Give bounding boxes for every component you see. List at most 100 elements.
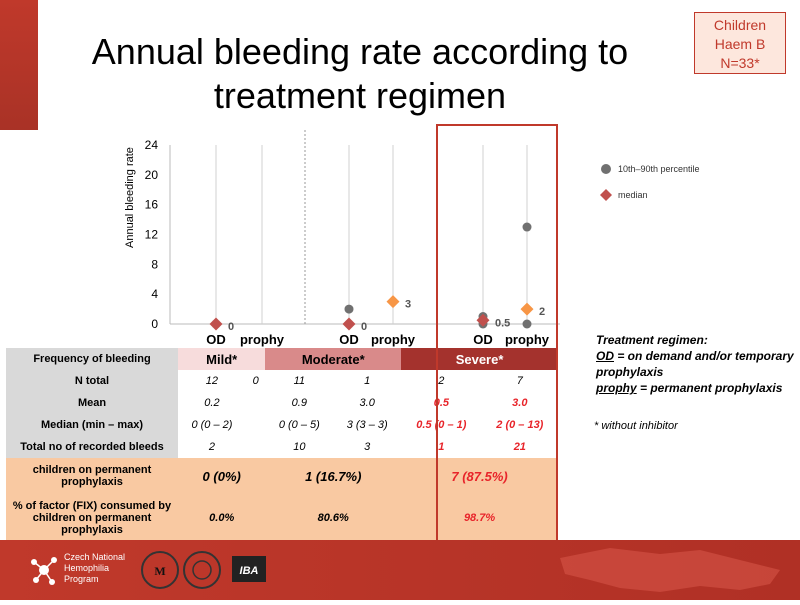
treatment-legend: Treatment regimen: OD = on demand and/or… (596, 332, 796, 396)
percentile-point (522, 222, 532, 232)
footnote: * without inhibitor (594, 420, 678, 432)
table-row: Mean 0.2 0.9 3.0 0.5 3.0 (6, 392, 558, 414)
university-seal-icon: M (141, 551, 179, 589)
slide-title: Annual bleeding rate according to treatm… (91, 31, 629, 116)
x-tick-label: prophy (240, 332, 285, 347)
cell (246, 436, 266, 458)
prophy-definition: = permanent prophylaxis (636, 381, 783, 395)
treatment-prophy: prophy = permanent prophylaxis (596, 380, 796, 396)
left-accent-bar (0, 0, 38, 130)
cell: 3 (364, 441, 371, 453)
cell: 0.5 (433, 397, 450, 409)
prophy-term: prophy (596, 381, 637, 395)
treatment-heading: Treatment regimen: (596, 333, 708, 347)
org-line-1: Czech National (64, 552, 126, 562)
iba-logo-icon: IBA (232, 556, 266, 582)
median-data-label: 0.5 (495, 317, 510, 329)
table-header-row: Frequency of bleeding Mild* Moderate* Se… (6, 348, 558, 370)
header-label: Frequency of bleeding (6, 348, 178, 370)
cell: 10 (293, 441, 306, 453)
group-severe: Severe* (401, 348, 558, 370)
org-line-3: Program (64, 574, 99, 584)
y-axis-label: Annual bleeding rate (124, 147, 136, 248)
x-tick-label: OD (206, 332, 226, 347)
cell: 1 (364, 375, 371, 387)
y-tick-label: 16 (145, 198, 159, 212)
median-point (476, 313, 490, 327)
org-line-2: Hemophilia (64, 563, 110, 573)
cell: 12 (205, 375, 219, 387)
cell: 1 (16.7%) (265, 458, 402, 494)
x-tick-label: OD (339, 332, 359, 347)
median-data-label: 2 (539, 306, 545, 318)
cell: 98.7% (401, 494, 558, 542)
cell (246, 392, 266, 414)
x-tick-label: prophy (371, 332, 416, 347)
y-tick-label: 24 (145, 138, 159, 152)
cell: 2 (208, 441, 215, 453)
footer-bar: M IBA (0, 540, 800, 600)
cell: 7 (516, 375, 523, 387)
table-row: Median (min – max) 0 (0 – 2) 0 (0 – 5) 3… (6, 414, 558, 436)
network-logo-icon (31, 557, 57, 585)
y-tick-label: 20 (145, 168, 159, 182)
od-term: OD (596, 349, 614, 363)
x-tick-label: prophy (505, 332, 550, 347)
cell: 21 (513, 441, 526, 453)
cell: 2 (438, 375, 445, 387)
cell: 1 (438, 441, 445, 453)
table-row: Total no of recorded bleeds 2 10 3 1 21 (6, 436, 558, 458)
hospital-seal-icon (183, 551, 221, 589)
row-label: Mean (6, 392, 178, 414)
y-tick-label: 4 (151, 287, 158, 301)
cell: 0 (252, 375, 259, 387)
median-point (386, 295, 400, 309)
cell: 0.0% (178, 494, 266, 542)
percentile-point (522, 319, 532, 329)
cell: 7 (87.5%) (401, 458, 558, 494)
row-label: N total (6, 370, 178, 392)
cell: 3.0 (512, 397, 528, 409)
y-tick-label: 12 (145, 228, 159, 242)
median-data-label: 3 (405, 299, 411, 311)
cell: 0.5 (0 – 1) (416, 419, 467, 431)
cell: 11 (293, 375, 306, 387)
legend-median-label: median (618, 190, 648, 200)
y-tick-label: 8 (151, 257, 158, 271)
svg-text:M: M (154, 564, 165, 578)
median-data-label: 0 (361, 321, 367, 333)
cell: 80.6% (265, 494, 402, 542)
median-data-label: 0 (228, 321, 234, 333)
row-label: % of factor (FIX) consumed by children o… (6, 494, 178, 542)
grey-circle-icon (601, 164, 611, 174)
cell: 0 (0 – 5) (278, 419, 320, 431)
table-row-factor: % of factor (FIX) consumed by children o… (6, 494, 558, 542)
cell: 0 (0 – 2) (191, 419, 233, 431)
x-tick-label: OD (473, 332, 493, 347)
cell: 0 (0%) (178, 458, 266, 494)
badge-line-1: Children (713, 17, 767, 33)
row-label: Median (min – max) (6, 414, 178, 436)
percentile-point (344, 304, 354, 314)
cell: 0.9 (291, 397, 307, 409)
group-moderate: Moderate* (265, 348, 402, 370)
org-name: Czech National Hemophilia Program (64, 552, 125, 585)
czech-map-icon (560, 548, 780, 592)
cell: 2 (0 – 13) (496, 419, 544, 431)
legend-percentile-label: 10th–90th percentile (618, 164, 700, 174)
cell: 3 (3 – 3) (346, 419, 388, 431)
cell: 3.0 (359, 397, 375, 409)
row-label: children on permanent prophylaxis (6, 458, 178, 494)
y-tick-label: 0 (151, 317, 158, 331)
median-point (520, 302, 534, 316)
badge-line-3: N=33* (720, 55, 760, 71)
median-point (342, 317, 356, 331)
cell: 0.2 (204, 397, 220, 409)
group-mild: Mild* (178, 348, 266, 370)
cell (246, 414, 266, 436)
summary-table: Frequency of bleeding Mild* Moderate* Se… (6, 348, 558, 542)
table-row: N total 12 0 11 1 2 7 (6, 370, 558, 392)
table-row-permanent: children on permanent prophylaxis 0 (0%)… (6, 458, 558, 494)
red-diamond-icon (600, 189, 612, 201)
